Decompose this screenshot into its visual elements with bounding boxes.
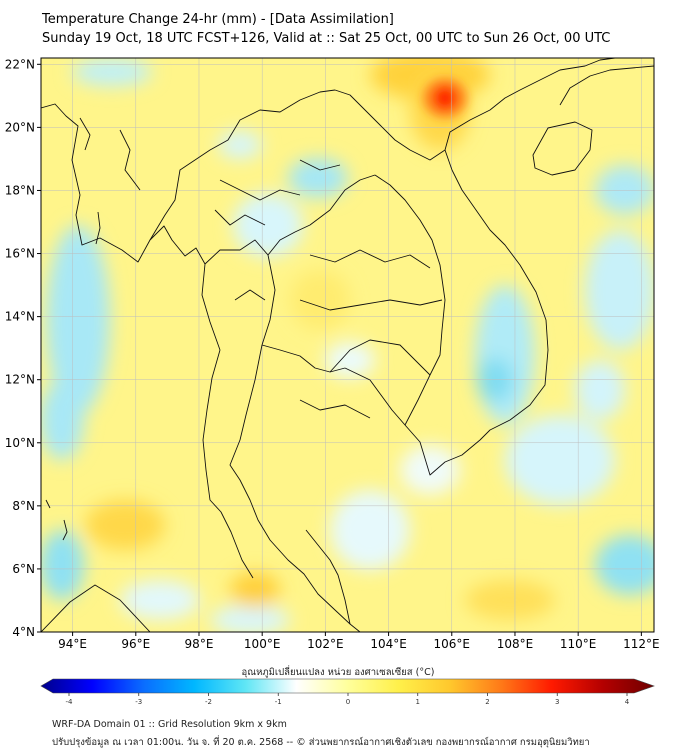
colorbar-tick-label: 0 (346, 698, 350, 706)
colorbar-tick-label: 4 (625, 698, 630, 706)
lat-tick-label: 6°N (12, 562, 35, 576)
lon-tick-label: 106°E (434, 637, 471, 651)
lat-tick-label: 4°N (12, 625, 35, 639)
graticule (41, 58, 654, 632)
lon-tick-label: 98°E (185, 637, 214, 651)
coastlines-borders (41, 58, 654, 632)
colorbar-tick-label: -4 (66, 698, 74, 706)
plot-frame (40, 57, 655, 633)
colorbar-bar (40, 678, 655, 694)
footer-credit: ปรับปรุงข้อมูล ณ เวลา 01:00น. วัน จ. ที่… (52, 737, 590, 748)
colorbar: -4 -3 -2 -1 0 1 2 3 4 (40, 678, 655, 706)
colorbar-tick-label: 1 (416, 698, 420, 706)
colorbar-title: อุณหภูมิเปลี่ยนแปลง หน่วย องศาเซลเซียส (… (241, 667, 435, 678)
lat-tick-label: 10°N (5, 436, 35, 450)
hotspot (423, 78, 467, 118)
colorbar-tick-label: 3 (555, 698, 559, 706)
footer-model-info: WRF-DA Domain 01 :: Grid Resolution 9km … (52, 719, 287, 730)
lat-tick-label: 18°N (5, 183, 35, 197)
colorbar-ticks: -4 -3 -2 -1 0 1 2 3 4 (66, 693, 630, 706)
map-subtitle: Sunday 19 Oct, 18 UTC FCST+126, Valid at… (42, 31, 611, 46)
colorbar-tick-label: -2 (205, 698, 212, 706)
colorbar-tick-label: -1 (275, 698, 282, 706)
lat-tick-label: 12°N (5, 373, 35, 387)
lat-tick-label: 16°N (5, 247, 35, 261)
lon-tick-label: 104°E (370, 637, 407, 651)
lon-tick-label: 112°E (623, 637, 660, 651)
lat-tick-label: 20°N (5, 120, 35, 134)
latitude-axis: 22°N 20°N 18°N 16°N 14°N 12°N 10°N 8°N 6°N 4°N (5, 57, 41, 639)
lat-tick-label: 8°N (12, 499, 35, 513)
lon-tick-label: 100°E (244, 637, 281, 651)
colorbar-tick-label: 2 (485, 698, 489, 706)
lon-tick-label: 110°E (560, 637, 597, 651)
longitude-axis: 94°E 96°E 98°E 100°E 102°E 104°E 106°E 108°E 110… (58, 632, 660, 651)
colorbar-tick-label: -3 (135, 698, 142, 706)
lon-tick-label: 96°E (121, 637, 150, 651)
plot-area (41, 58, 654, 632)
lon-tick-label: 102°E (307, 637, 344, 651)
temperature-field (41, 58, 654, 632)
lat-tick-label: 22°N (5, 57, 35, 71)
lat-tick-label: 14°N (5, 310, 35, 324)
lon-tick-label: 108°E (497, 637, 534, 651)
lon-tick-label: 94°E (58, 637, 87, 651)
map-title: Temperature Change 24-hr (mm) - [Data As… (42, 12, 394, 27)
